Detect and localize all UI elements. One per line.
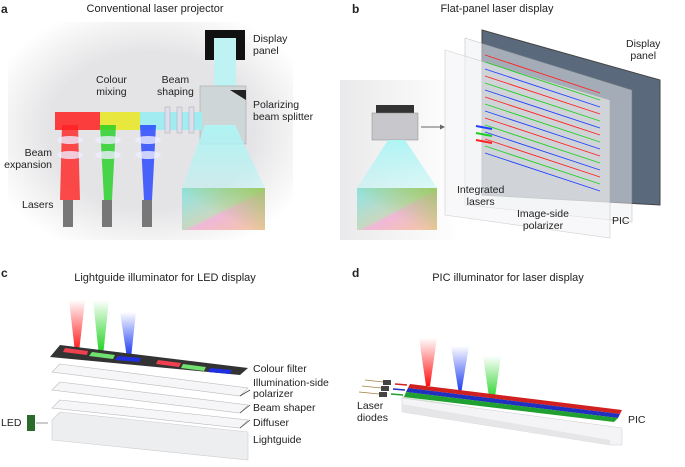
leader-lines-c (239, 389, 251, 429)
waveguide-line (484, 117, 601, 157)
label-pic-d: PIC (628, 414, 646, 426)
beam-shaping-lenses (164, 106, 195, 134)
integrated-laser (475, 132, 493, 137)
label-display-panel-a: Display panel (253, 33, 288, 57)
panel-c-letter: c (1, 266, 8, 280)
label-lasers: Lasers (22, 199, 54, 211)
panel-b-title: Flat-panel laser display (440, 3, 554, 15)
waveguide-line (484, 152, 601, 192)
waveguide-line (484, 110, 601, 150)
green-waveguide (404, 392, 618, 422)
waveguide-line (484, 96, 601, 136)
waveguide-line (484, 138, 601, 178)
beam-expansion-lenses (57, 136, 161, 159)
label-polarizing-beam-splitter: Polarizing beam splitter (253, 99, 314, 123)
panel-d-letter: d (352, 266, 360, 280)
label-illumination-side-polarizer: Illumination-side polarizer (253, 377, 329, 400)
label-diffuser: Diffuser (253, 417, 289, 429)
laser-sources (63, 200, 152, 227)
label-colour-filter: Colour filter (253, 363, 307, 375)
waveguide-line (484, 54, 601, 94)
blue-light-cone-c (120, 312, 136, 358)
projection-cone-b (357, 140, 437, 188)
led-chip (27, 415, 35, 431)
mini-projector (371, 112, 419, 141)
beam-splitter-prism (230, 90, 246, 100)
laser-diodes-shape (379, 380, 391, 397)
green-light-cone-c (93, 300, 109, 356)
label-led: LED (1, 417, 22, 429)
waveguide-line (484, 89, 601, 129)
waveguide-line (484, 124, 601, 164)
label-colour-mixing: Colour mixing (96, 74, 127, 98)
panel-c-title: Lightguide illuminator for LED display (74, 272, 256, 284)
label-pic-b: PIC (612, 215, 630, 227)
label-display-panel-b: Display panel (626, 38, 661, 62)
waveguides (475, 54, 601, 192)
waveguide-line (484, 103, 601, 143)
waveguide-line (484, 145, 601, 185)
green-light-cone-d (483, 356, 501, 404)
red-light-cone-d (419, 338, 437, 386)
integrated-laser (475, 125, 493, 130)
colour-filter-pixels (63, 348, 232, 374)
label-beam-expansion: Beam expansion (4, 147, 52, 171)
label-integrated-lasers: Integrated lasers (457, 184, 505, 208)
red-waveguide (408, 384, 622, 414)
integrated-laser (475, 139, 493, 144)
waveguide-line (484, 61, 601, 101)
blue-waveguide (406, 388, 620, 418)
panel-b-letter: b (352, 2, 360, 16)
waveguide-line (484, 82, 601, 122)
waveguide-line (484, 131, 601, 171)
panel-a-title: Conventional laser projector (86, 3, 224, 15)
label-lightguide: Lightguide (253, 434, 302, 446)
red-light-cone-c (69, 300, 85, 352)
projection-cone (182, 125, 265, 188)
laser-diode-arrows (390, 383, 408, 396)
cyan-beam-vertical (214, 38, 236, 98)
label-image-side-polarizer: Image-side polarizer (517, 208, 569, 232)
label-beam-shaping: Beam shaping (157, 74, 194, 98)
panel-d-title: PIC illuminator for laser display (432, 272, 584, 284)
waveguide-line (484, 68, 601, 108)
red-laser-beam (60, 125, 80, 200)
blue-light-cone-d (451, 346, 469, 394)
panel-a-letter: a (1, 2, 8, 16)
waveguide-line (484, 75, 601, 115)
label-laser-diodes: Laser diodes (357, 400, 388, 424)
projector-top (376, 105, 414, 113)
label-beam-shaper: Beam shaper (253, 402, 316, 414)
lightguide-shape (51, 411, 249, 461)
